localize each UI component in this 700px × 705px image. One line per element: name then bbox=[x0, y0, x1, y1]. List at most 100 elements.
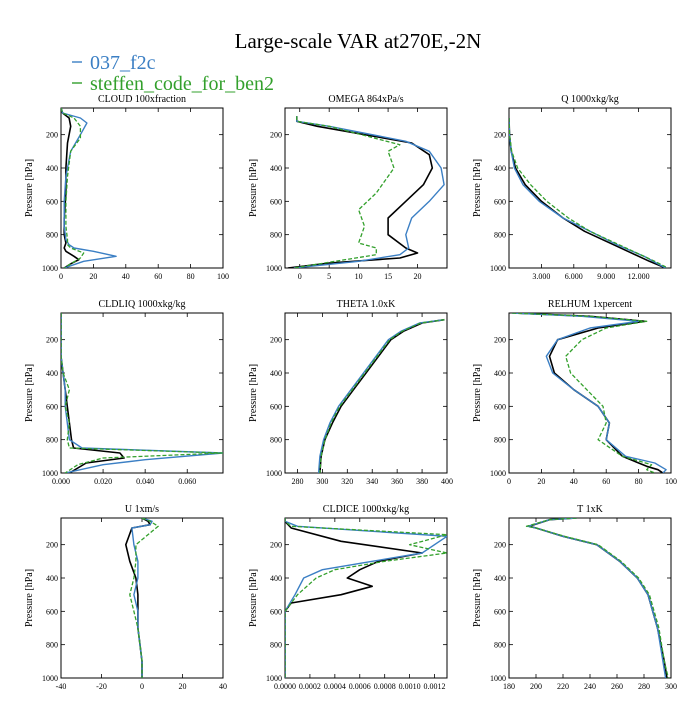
plot-frame bbox=[60, 107, 224, 269]
x-tick-label: 100 bbox=[665, 477, 677, 486]
series-line-black bbox=[61, 108, 80, 268]
y-tick-label: 1000 bbox=[42, 674, 58, 683]
y-axis-label: Pressure [hPa] bbox=[24, 364, 35, 422]
x-tick-label: 0.0002 bbox=[299, 682, 321, 691]
series-line-green bbox=[512, 313, 656, 473]
series-line-black bbox=[319, 318, 445, 473]
plot-frame bbox=[60, 312, 224, 474]
y-tick-label: 600 bbox=[270, 402, 282, 411]
series-line-green bbox=[319, 319, 445, 473]
y-tick-label: 400 bbox=[494, 164, 506, 173]
panel-title: CLOUD 100xfraction bbox=[98, 94, 186, 105]
x-tick-label: 0 bbox=[140, 682, 144, 691]
x-tick-label: 10 bbox=[355, 272, 363, 281]
plot-frame bbox=[508, 312, 672, 474]
y-axis-label: Pressure [hPa] bbox=[24, 569, 35, 627]
x-tick-label: 0.0004 bbox=[324, 682, 346, 691]
y-tick-label: 400 bbox=[494, 574, 506, 583]
y-tick-label: 800 bbox=[494, 231, 506, 240]
series-line-blue bbox=[131, 518, 153, 678]
panel-8: CLDICE 1000xkg/kg Pressure [hPa] 200 400 600… bbox=[248, 504, 448, 691]
y-axis-label: Pressure [hPa] bbox=[248, 159, 259, 217]
y-tick-label: 800 bbox=[494, 641, 506, 650]
x-tick-label: 340 bbox=[366, 477, 378, 486]
y-tick-label: 800 bbox=[270, 641, 282, 650]
legend: 037_f2c steffen_code_for_ben2 bbox=[72, 52, 274, 95]
panel-title: T 1xK bbox=[577, 504, 603, 515]
series-line-blue bbox=[512, 313, 667, 473]
panel-title: CLDICE 1000xkg/kg bbox=[323, 504, 409, 515]
series-line-black bbox=[509, 117, 666, 268]
series-line-green bbox=[61, 108, 85, 268]
y-tick-label: 1000 bbox=[490, 674, 506, 683]
y-tick-label: 400 bbox=[46, 574, 58, 583]
panel-title: Q 1000xkg/kg bbox=[561, 94, 619, 105]
x-tick-label: 80 bbox=[635, 477, 643, 486]
x-tick-label: 0.0012 bbox=[424, 682, 446, 691]
y-tick-label: 600 bbox=[46, 607, 58, 616]
x-tick-label: 20 bbox=[89, 272, 97, 281]
y-tick-label: 1000 bbox=[42, 469, 58, 478]
panel-title: OMEGA 864xPa/s bbox=[328, 94, 403, 105]
y-tick-label: 600 bbox=[270, 197, 282, 206]
series-line-blue bbox=[293, 116, 445, 268]
x-tick-label: 0.060 bbox=[178, 477, 196, 486]
y-tick-label: 800 bbox=[494, 436, 506, 445]
y-tick-label: 200 bbox=[494, 336, 506, 345]
y-axis-label: Pressure [hPa] bbox=[472, 364, 483, 422]
y-tick-label: 400 bbox=[270, 574, 282, 583]
series-line-blue bbox=[527, 518, 667, 678]
y-tick-label: 600 bbox=[46, 197, 58, 206]
y-tick-label: 800 bbox=[270, 231, 282, 240]
legend-label-steffen: steffen_code_for_ben2 bbox=[90, 73, 274, 95]
y-tick-label: 200 bbox=[270, 336, 282, 345]
panel-5: THETA 1.0xK Pressure [hPa] 200 400 600 800 100… bbox=[248, 299, 453, 486]
y-axis-label: Pressure [hPa] bbox=[472, 159, 483, 217]
x-tick-label: -20 bbox=[96, 682, 107, 691]
panel-title: U 1xm/s bbox=[125, 504, 159, 515]
x-tick-label: 0.040 bbox=[136, 477, 154, 486]
x-tick-label: 40 bbox=[122, 272, 130, 281]
x-tick-label: 5 bbox=[327, 272, 331, 281]
series-line-green bbox=[129, 518, 159, 678]
x-tick-label: 0 bbox=[298, 272, 302, 281]
series-line-black bbox=[512, 313, 664, 473]
x-tick-label: 80 bbox=[187, 272, 195, 281]
x-tick-label: 12.000 bbox=[628, 272, 650, 281]
series-line-blue bbox=[317, 319, 445, 473]
x-tick-label: 20 bbox=[414, 272, 422, 281]
series-line-blue bbox=[61, 108, 117, 268]
x-tick-label: 0 bbox=[59, 272, 63, 281]
y-tick-label: 400 bbox=[46, 369, 58, 378]
series-line-black bbox=[287, 116, 434, 268]
panel-title: THETA 1.0xK bbox=[337, 299, 396, 310]
y-tick-label: 800 bbox=[46, 641, 58, 650]
y-tick-label: 600 bbox=[270, 607, 282, 616]
x-tick-label: 220 bbox=[557, 682, 569, 691]
x-tick-label: 0.0000 bbox=[274, 682, 296, 691]
x-tick-label: 20 bbox=[537, 477, 545, 486]
x-tick-label: 360 bbox=[391, 477, 403, 486]
x-tick-label: -40 bbox=[56, 682, 67, 691]
panel-3: Q 1000xkg/kg Pressure [hPa] 200 400 600 800 10… bbox=[472, 94, 672, 281]
x-tick-label: 0.000 bbox=[52, 477, 70, 486]
panel-4: CLDLIQ 1000xkg/kg Pressure [hPa] 200 400 600… bbox=[24, 299, 224, 486]
plot-frame bbox=[284, 107, 448, 269]
plot-frame bbox=[284, 312, 448, 474]
y-axis-label: Pressure [hPa] bbox=[248, 364, 259, 422]
plot-frame bbox=[60, 517, 224, 679]
y-axis-label: Pressure [hPa] bbox=[472, 569, 483, 627]
x-tick-label: 40 bbox=[219, 682, 227, 691]
y-tick-label: 600 bbox=[494, 402, 506, 411]
x-tick-label: 280 bbox=[638, 682, 650, 691]
y-tick-label: 1000 bbox=[490, 264, 506, 273]
x-tick-label: 300 bbox=[316, 477, 328, 486]
y-tick-label: 800 bbox=[270, 436, 282, 445]
figure-title: Large-scale VAR at270E,-2N bbox=[235, 29, 482, 53]
